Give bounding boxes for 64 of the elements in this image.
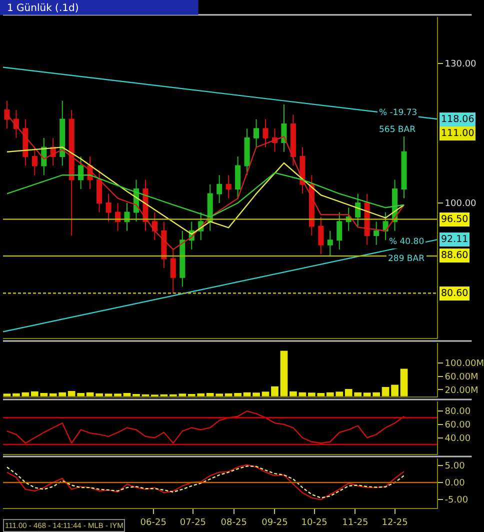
bar <box>114 394 122 396</box>
candlestick <box>290 114 296 166</box>
candlestick <box>216 174 222 204</box>
annotation: 118.06 <box>441 114 474 125</box>
y-tick-label: 60.00M <box>444 372 478 383</box>
candlestick <box>318 216 324 255</box>
x-tick-label: 07-25 <box>180 518 206 528</box>
bar <box>262 392 270 396</box>
y-tick-label: 60.00 <box>444 420 471 431</box>
annotation: 92.11 <box>441 234 468 245</box>
bar <box>271 386 278 396</box>
candlestick <box>374 221 380 246</box>
y-tick-label: 130.00 <box>444 60 477 70</box>
candlestick <box>106 193 112 222</box>
candlestick <box>180 230 186 288</box>
candlestick <box>401 134 407 199</box>
y-tick-label: -5.00 <box>444 496 468 506</box>
y-tick-label: 5.00 <box>444 462 466 472</box>
bar <box>290 391 297 396</box>
candlestick <box>235 156 241 199</box>
candlestick <box>327 230 333 256</box>
candlestick <box>170 248 176 294</box>
ref-line-label: 96.50 <box>441 214 468 225</box>
candlestick <box>244 128 250 176</box>
ref-line-label: 88.60 <box>441 250 468 261</box>
candlestick <box>60 100 66 166</box>
candlestick <box>152 212 158 241</box>
y-tick-label: 80.00 <box>444 407 471 418</box>
candlestick <box>32 146 38 176</box>
candlestick <box>281 104 287 152</box>
x-tick-label: 12-25 <box>382 518 408 528</box>
candlestick <box>254 118 260 148</box>
line-series <box>6 410 405 444</box>
x-tick-label: 06-25 <box>140 518 166 528</box>
chart-title: 1 Günlük (.1d) <box>7 3 79 14</box>
x-tick-label: 10-25 <box>301 518 328 528</box>
bar <box>280 350 288 396</box>
x-tick-label: 09-25 <box>262 518 288 528</box>
bar <box>252 392 260 396</box>
candlestick <box>262 118 268 148</box>
candlestick <box>22 118 28 166</box>
y-tick-label: 100.00 <box>444 199 477 210</box>
bar <box>400 368 408 396</box>
candlestick <box>355 193 361 227</box>
y-tick-label: 0.00 <box>444 478 466 489</box>
line-series <box>6 146 405 235</box>
annotation: 289 BAR <box>388 254 425 264</box>
text: 111.00 <box>441 128 474 139</box>
annotation: % 40.80 <box>389 237 424 247</box>
y-tick-label: 100.00M <box>444 359 484 370</box>
y-tick-label: 40.00 <box>444 434 471 444</box>
candlestick <box>68 110 74 236</box>
candlestick <box>96 170 102 213</box>
line-series <box>6 172 405 218</box>
candlestick <box>226 174 232 199</box>
x-tick-label: 08-25 <box>220 518 247 528</box>
ref-line-label: 80.60 <box>441 288 468 299</box>
candlestick <box>4 100 10 130</box>
annotation: % -19.73 <box>379 108 418 118</box>
candlestick <box>78 156 84 190</box>
y-tick-label: 20.00M <box>444 386 478 396</box>
candlestick <box>336 212 342 250</box>
x-tick-label: 11-25 <box>342 518 368 528</box>
annotation: 565 BAR <box>379 125 416 135</box>
